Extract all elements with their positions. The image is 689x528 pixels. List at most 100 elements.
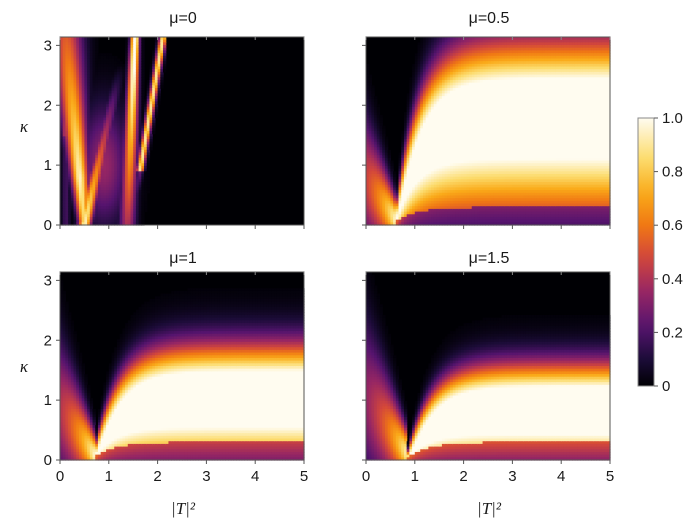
- heatmap-cell: [68, 131, 72, 135]
- heatmap-cell: [433, 190, 438, 194]
- heatmap-cell: [403, 165, 408, 170]
- heatmap-cell: [450, 211, 454, 215]
- heatmap-cell: [89, 216, 94, 221]
- heatmap-cell: [127, 112, 132, 116]
- heatmap-cell: [460, 222, 465, 226]
- heatmap-cell: [141, 155, 145, 159]
- heatmap-cell: [447, 109, 451, 113]
- heatmap-cell: [460, 171, 465, 175]
- heatmap-cell: [439, 214, 443, 218]
- heatmap-cell: [390, 195, 394, 199]
- heatmap-cell: [441, 114, 446, 119]
- heatmap-cell: [420, 47, 424, 52]
- heatmap-cell: [62, 37, 67, 41]
- heatmap-cell: [133, 61, 137, 65]
- heatmap-cell: [374, 122, 378, 127]
- heatmap-cell: [144, 96, 148, 100]
- heatmap-cell: [100, 187, 104, 191]
- heatmap-cell: [122, 136, 126, 140]
- heatmap-cell: [144, 190, 148, 194]
- heatmap-cell: [412, 206, 416, 210]
- heatmap-cell: [95, 37, 99, 41]
- heatmap-cell: [62, 93, 67, 97]
- heatmap-cell: [371, 163, 375, 167]
- heatmap-cell: [114, 168, 118, 172]
- heatmap-cell: [92, 219, 96, 223]
- heatmap-cell: [78, 171, 83, 175]
- heatmap-cell: [138, 190, 142, 194]
- heatmap-cell: [439, 96, 443, 100]
- heatmap-cell: [78, 114, 83, 119]
- heatmap-cell: [92, 144, 96, 148]
- heatmap-cell: [368, 74, 373, 78]
- heatmap-cell: [81, 184, 85, 188]
- heatmap-cell: [135, 219, 140, 223]
- heatmap-cell: [482, 187, 486, 191]
- heatmap-cell: [106, 125, 110, 129]
- heatmap-cell: [455, 157, 459, 162]
- heatmap-cell: [460, 96, 465, 100]
- heatmap-cell: [152, 55, 156, 60]
- heatmap-cell: [471, 120, 476, 124]
- heatmap-cell: [111, 190, 115, 194]
- heatmap-cell: [428, 104, 432, 108]
- heatmap-cell: [474, 85, 478, 89]
- heatmap-cell: [420, 190, 424, 194]
- heatmap-cell: [463, 71, 467, 76]
- heatmap-cell: [447, 58, 451, 62]
- heatmap-cell: [146, 157, 151, 162]
- heatmap-cell: [436, 216, 440, 221]
- heatmap-cell: [116, 160, 121, 164]
- heatmap-cell: [431, 39, 435, 43]
- heatmap-cell: [89, 53, 94, 57]
- heatmap-cell: [97, 101, 102, 105]
- heatmap-cell: [78, 66, 83, 70]
- heatmap-cell: [65, 122, 69, 127]
- heatmap-cell: [95, 190, 99, 194]
- heatmap-cell: [417, 53, 421, 57]
- heatmap-cell: [127, 66, 132, 70]
- heatmap-cell: [62, 104, 67, 108]
- heatmap-cell: [422, 53, 427, 57]
- heatmap-cell: [384, 171, 389, 175]
- heatmap-cell: [428, 117, 432, 121]
- heatmap-cell: [81, 163, 85, 167]
- heatmap-cell: [89, 160, 94, 164]
- heatmap-cell: [398, 152, 402, 156]
- heatmap-cell: [141, 136, 145, 140]
- heatmap-cell: [146, 165, 151, 170]
- heatmap-cell: [149, 82, 153, 86]
- heatmap-cell: [127, 163, 132, 167]
- heatmap-cell: [450, 192, 454, 197]
- heatmap-cell: [135, 50, 140, 54]
- heatmap-cell: [414, 125, 419, 129]
- heatmap-cell: [436, 74, 440, 78]
- heatmap-cell: [84, 114, 88, 119]
- heatmap-cell: [452, 101, 457, 105]
- heatmap-cell: [436, 122, 440, 127]
- heatmap-cell: [420, 198, 424, 202]
- heatmap-cell: [482, 114, 486, 119]
- heatmap-cell: [122, 163, 126, 167]
- heatmap-cell: [119, 200, 123, 205]
- heatmap-cell: [125, 85, 129, 89]
- heatmap-cell: [420, 216, 424, 221]
- heatmap-cell: [395, 198, 400, 202]
- heatmap-cell: [87, 93, 91, 97]
- heatmap-cell: [460, 203, 465, 207]
- heatmap-cell: [70, 200, 75, 205]
- heatmap-cell: [422, 152, 427, 156]
- heatmap-cell: [125, 206, 129, 210]
- heatmap-cell: [70, 179, 75, 183]
- heatmap-cell: [368, 79, 373, 84]
- heatmap-cell: [122, 211, 126, 215]
- heatmap-cell: [379, 133, 383, 137]
- heatmap-cell: [441, 187, 446, 191]
- heatmap-cell: [78, 47, 83, 52]
- heatmap-cell: [163, 53, 167, 57]
- heatmap-cell: [412, 120, 416, 124]
- heatmap-cell: [133, 117, 137, 121]
- heatmap-cell: [390, 222, 394, 226]
- heatmap-cell: [116, 74, 121, 78]
- heatmap-cell: [62, 192, 67, 197]
